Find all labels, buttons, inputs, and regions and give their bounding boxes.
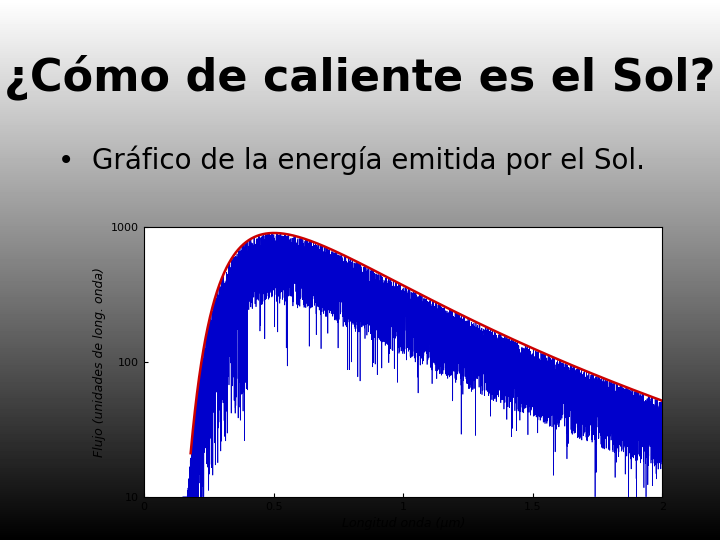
Text: ¿Cómo de caliente es el Sol?: ¿Cómo de caliente es el Sol? [4, 54, 716, 99]
X-axis label: Longitud onda (μm): Longitud onda (μm) [341, 517, 465, 530]
Text: •  Gráfico de la energía emitida por el Sol.: • Gráfico de la energía emitida por el S… [58, 146, 644, 176]
Y-axis label: Flujo (unidades de long. onda): Flujo (unidades de long. onda) [93, 267, 106, 457]
